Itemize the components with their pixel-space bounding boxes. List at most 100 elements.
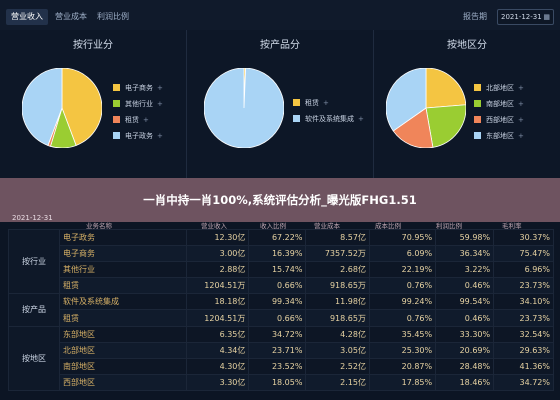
table-row[interactable]: 其他行业 2.88亿 15.74% 2.68亿 22.19% 3.22% 6.96%: [9, 261, 554, 279]
value-cell: 4.28亿: [305, 325, 370, 343]
legend-item[interactable]: 北部地区 +: [474, 82, 524, 98]
legend-swatch: [293, 99, 300, 106]
value-cell: 20.69%: [435, 341, 495, 359]
business-name-cell: 电子商务: [59, 245, 187, 263]
table-row[interactable]: 按地区 东部地区 6.35亿 34.72% 4.28亿 35.45% 33.30% 32.54…: [7, 325, 554, 391]
industry-panel: 按行业分 电子商务 + 其他行业 + 租赁 + 电子政务 +: [0, 30, 186, 178]
table-row[interactable]: 按产品 软件及系统集成 18.18亿 99.34% 11.98亿 99.24% 99.54%…: [7, 293, 554, 327]
pie-slice[interactable]: [204, 68, 284, 148]
pie-slice[interactable]: [22, 68, 63, 146]
legend-swatch: [474, 132, 481, 139]
table-row[interactable]: 电子商务 3.00亿 16.39% 7357.52万 6.09% 36.34% 75.47%: [9, 245, 554, 263]
product-pie-chart: [204, 68, 284, 148]
panel-title-industry: 按行业分: [73, 40, 113, 51]
legend-item[interactable]: 西部地区 +: [474, 114, 524, 130]
date-picker[interactable]: 2021-12-31 ▦: [497, 9, 554, 25]
expand-plus-icon[interactable]: +: [518, 116, 524, 124]
legend-swatch: [474, 100, 481, 107]
table-row[interactable]: 北部地区 4.34亿 23.71% 3.05亿 25.30% 20.69% 29.63%: [9, 341, 554, 359]
value-cell: 3.00亿: [185, 245, 250, 263]
expand-plus-icon[interactable]: +: [157, 84, 163, 92]
tab-revenue[interactable]: 营业收入: [6, 9, 48, 25]
value-cell: 2.15亿: [305, 373, 370, 391]
value-cell: 6.96%: [493, 261, 554, 279]
legend-item[interactable]: 其他行业 +: [113, 98, 163, 114]
header-revenue: 营业收入: [201, 222, 227, 230]
value-cell: 1204.51万: [185, 277, 250, 295]
value-cell: 30.37%: [493, 228, 554, 247]
table-row[interactable]: 按行业 电子政务 12.30亿 67.22% 8.57亿 70.95% 59.98% 30.3…: [7, 228, 554, 295]
legend-swatch: [474, 84, 481, 91]
value-cell: 41.36%: [493, 357, 554, 375]
value-cell: 99.34%: [248, 293, 307, 311]
pie-slice[interactable]: [425, 104, 466, 148]
value-cell: 2.68亿: [305, 261, 370, 279]
value-cell: 75.47%: [493, 245, 554, 263]
pie-slice[interactable]: [392, 107, 434, 148]
value-cell: 918.65万: [305, 309, 370, 327]
value-cell: 99.54%: [435, 293, 495, 311]
business-name-cell: 租赁: [59, 309, 187, 327]
value-cell: 59.98%: [435, 228, 495, 247]
banner-title: 一肖中持一肖100%,系统评估分析_曝光版FHG1.51: [143, 193, 417, 207]
table-row[interactable]: 西部地区 3.30亿 18.05% 2.15亿 17.85% 18.46% 34.72%: [9, 373, 554, 391]
legend-label: 南部地区: [486, 100, 514, 108]
legend-item[interactable]: 租赁 +: [113, 114, 163, 130]
legend-label: 电子商务: [125, 84, 153, 92]
value-cell: 15.74%: [248, 261, 307, 279]
expand-plus-icon[interactable]: +: [518, 132, 524, 140]
value-cell: 8.57亿: [305, 228, 370, 247]
legend-item[interactable]: 东部地区 +: [474, 130, 524, 146]
pie-slice[interactable]: [425, 68, 466, 109]
pie-slice[interactable]: [61, 68, 102, 146]
value-cell: 0.66%: [248, 309, 307, 327]
calendar-icon[interactable]: ▦: [543, 13, 550, 21]
legend-swatch: [113, 84, 120, 91]
region-pie-chart: [386, 68, 466, 148]
expand-plus-icon[interactable]: +: [518, 84, 524, 92]
legend-item[interactable]: 南部地区 +: [474, 98, 524, 114]
value-cell: 11.98亿: [305, 293, 370, 311]
region-legend: 北部地区 + 南部地区 + 西部地区 + 东部地区 +: [474, 82, 524, 146]
legend-item[interactable]: 电子政务 +: [113, 130, 163, 146]
group-category: 按地区: [7, 325, 61, 391]
legend-swatch: [474, 116, 481, 123]
legend-item[interactable]: 软件及系统集成 +: [293, 113, 364, 129]
table-row[interactable]: 南部地区 4.30亿 23.52% 2.52亿 20.87% 28.48% 41.36%: [9, 357, 554, 375]
value-cell: 7357.52万: [305, 245, 370, 263]
expand-plus-icon[interactable]: +: [518, 100, 524, 108]
expand-plus-icon[interactable]: +: [157, 132, 163, 140]
value-cell: 23.73%: [493, 277, 554, 295]
legend-label: 软件及系统集成: [305, 115, 354, 123]
banner-date: 2021-12-31: [12, 214, 53, 222]
expand-plus-icon[interactable]: +: [358, 115, 364, 123]
value-cell: 918.65万: [305, 277, 370, 295]
product-legend: 租赁 + 软件及系统集成 +: [293, 97, 364, 129]
tab-cost[interactable]: 营业成本: [55, 12, 87, 21]
legend-swatch: [113, 132, 120, 139]
expand-plus-icon[interactable]: +: [323, 99, 329, 107]
legend-label: 租赁: [125, 116, 139, 124]
expand-plus-icon[interactable]: +: [157, 100, 163, 108]
value-cell: 34.72%: [493, 373, 554, 391]
business-name-cell: 租赁: [59, 277, 187, 295]
legend-item[interactable]: 电子商务 +: [113, 82, 163, 98]
expand-plus-icon[interactable]: +: [143, 116, 149, 124]
value-cell: 2.52亿: [305, 357, 370, 375]
legend-label: 东部地区: [486, 132, 514, 140]
table-row[interactable]: 租赁 1204.51万 0.66% 918.65万 0.76% 0.46% 23.73%: [9, 277, 554, 295]
business-name-cell: 其他行业: [59, 261, 187, 279]
business-name-cell: 北部地区: [59, 341, 187, 359]
value-cell: 36.34%: [435, 245, 495, 263]
header-business: 业务名称: [86, 222, 112, 230]
value-cell: 1204.51万: [185, 309, 250, 327]
tab-profit-ratio[interactable]: 利润比例: [97, 12, 129, 21]
header-profit-ratio: 利润比例: [436, 222, 462, 230]
legend-swatch: [293, 115, 300, 122]
business-name-cell: 南部地区: [59, 357, 187, 375]
value-cell: 99.24%: [368, 293, 437, 311]
value-cell: 0.66%: [248, 277, 307, 295]
table-row[interactable]: 租赁 1204.51万 0.66% 918.65万 0.76% 0.46% 23.73%: [9, 309, 554, 327]
pie-slice[interactable]: [386, 68, 427, 132]
legend-item[interactable]: 租赁 +: [293, 97, 364, 113]
